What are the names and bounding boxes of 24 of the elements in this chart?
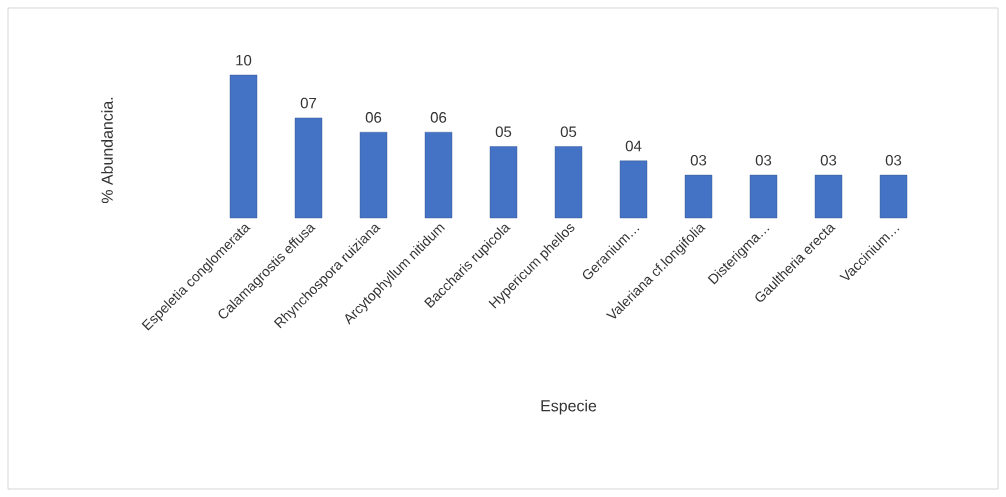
- data-label: 07: [300, 97, 317, 109]
- bar: [359, 132, 388, 219]
- data-label: 05: [560, 126, 577, 137]
- bar: [229, 74, 258, 219]
- data-label: 03: [755, 155, 772, 166]
- data-label: 10: [236, 54, 252, 66]
- data-label: 06: [365, 112, 382, 123]
- y-axis-title: % Abundancia.: [101, 97, 113, 204]
- bar: [294, 117, 323, 219]
- data-label: 03: [690, 155, 707, 166]
- bar: [619, 160, 648, 219]
- bar: [814, 174, 843, 219]
- data-label: 03: [885, 155, 902, 166]
- bar: [489, 146, 518, 219]
- bar: [749, 174, 778, 219]
- bar: [424, 132, 453, 219]
- data-label: 05: [495, 126, 512, 137]
- x-axis-title: Especie: [541, 399, 597, 415]
- bar: [879, 174, 908, 219]
- bar: [554, 146, 583, 219]
- data-label: 03: [820, 155, 837, 166]
- data-label: 04: [625, 140, 642, 152]
- data-label: 06: [430, 112, 447, 123]
- bar: [684, 174, 713, 219]
